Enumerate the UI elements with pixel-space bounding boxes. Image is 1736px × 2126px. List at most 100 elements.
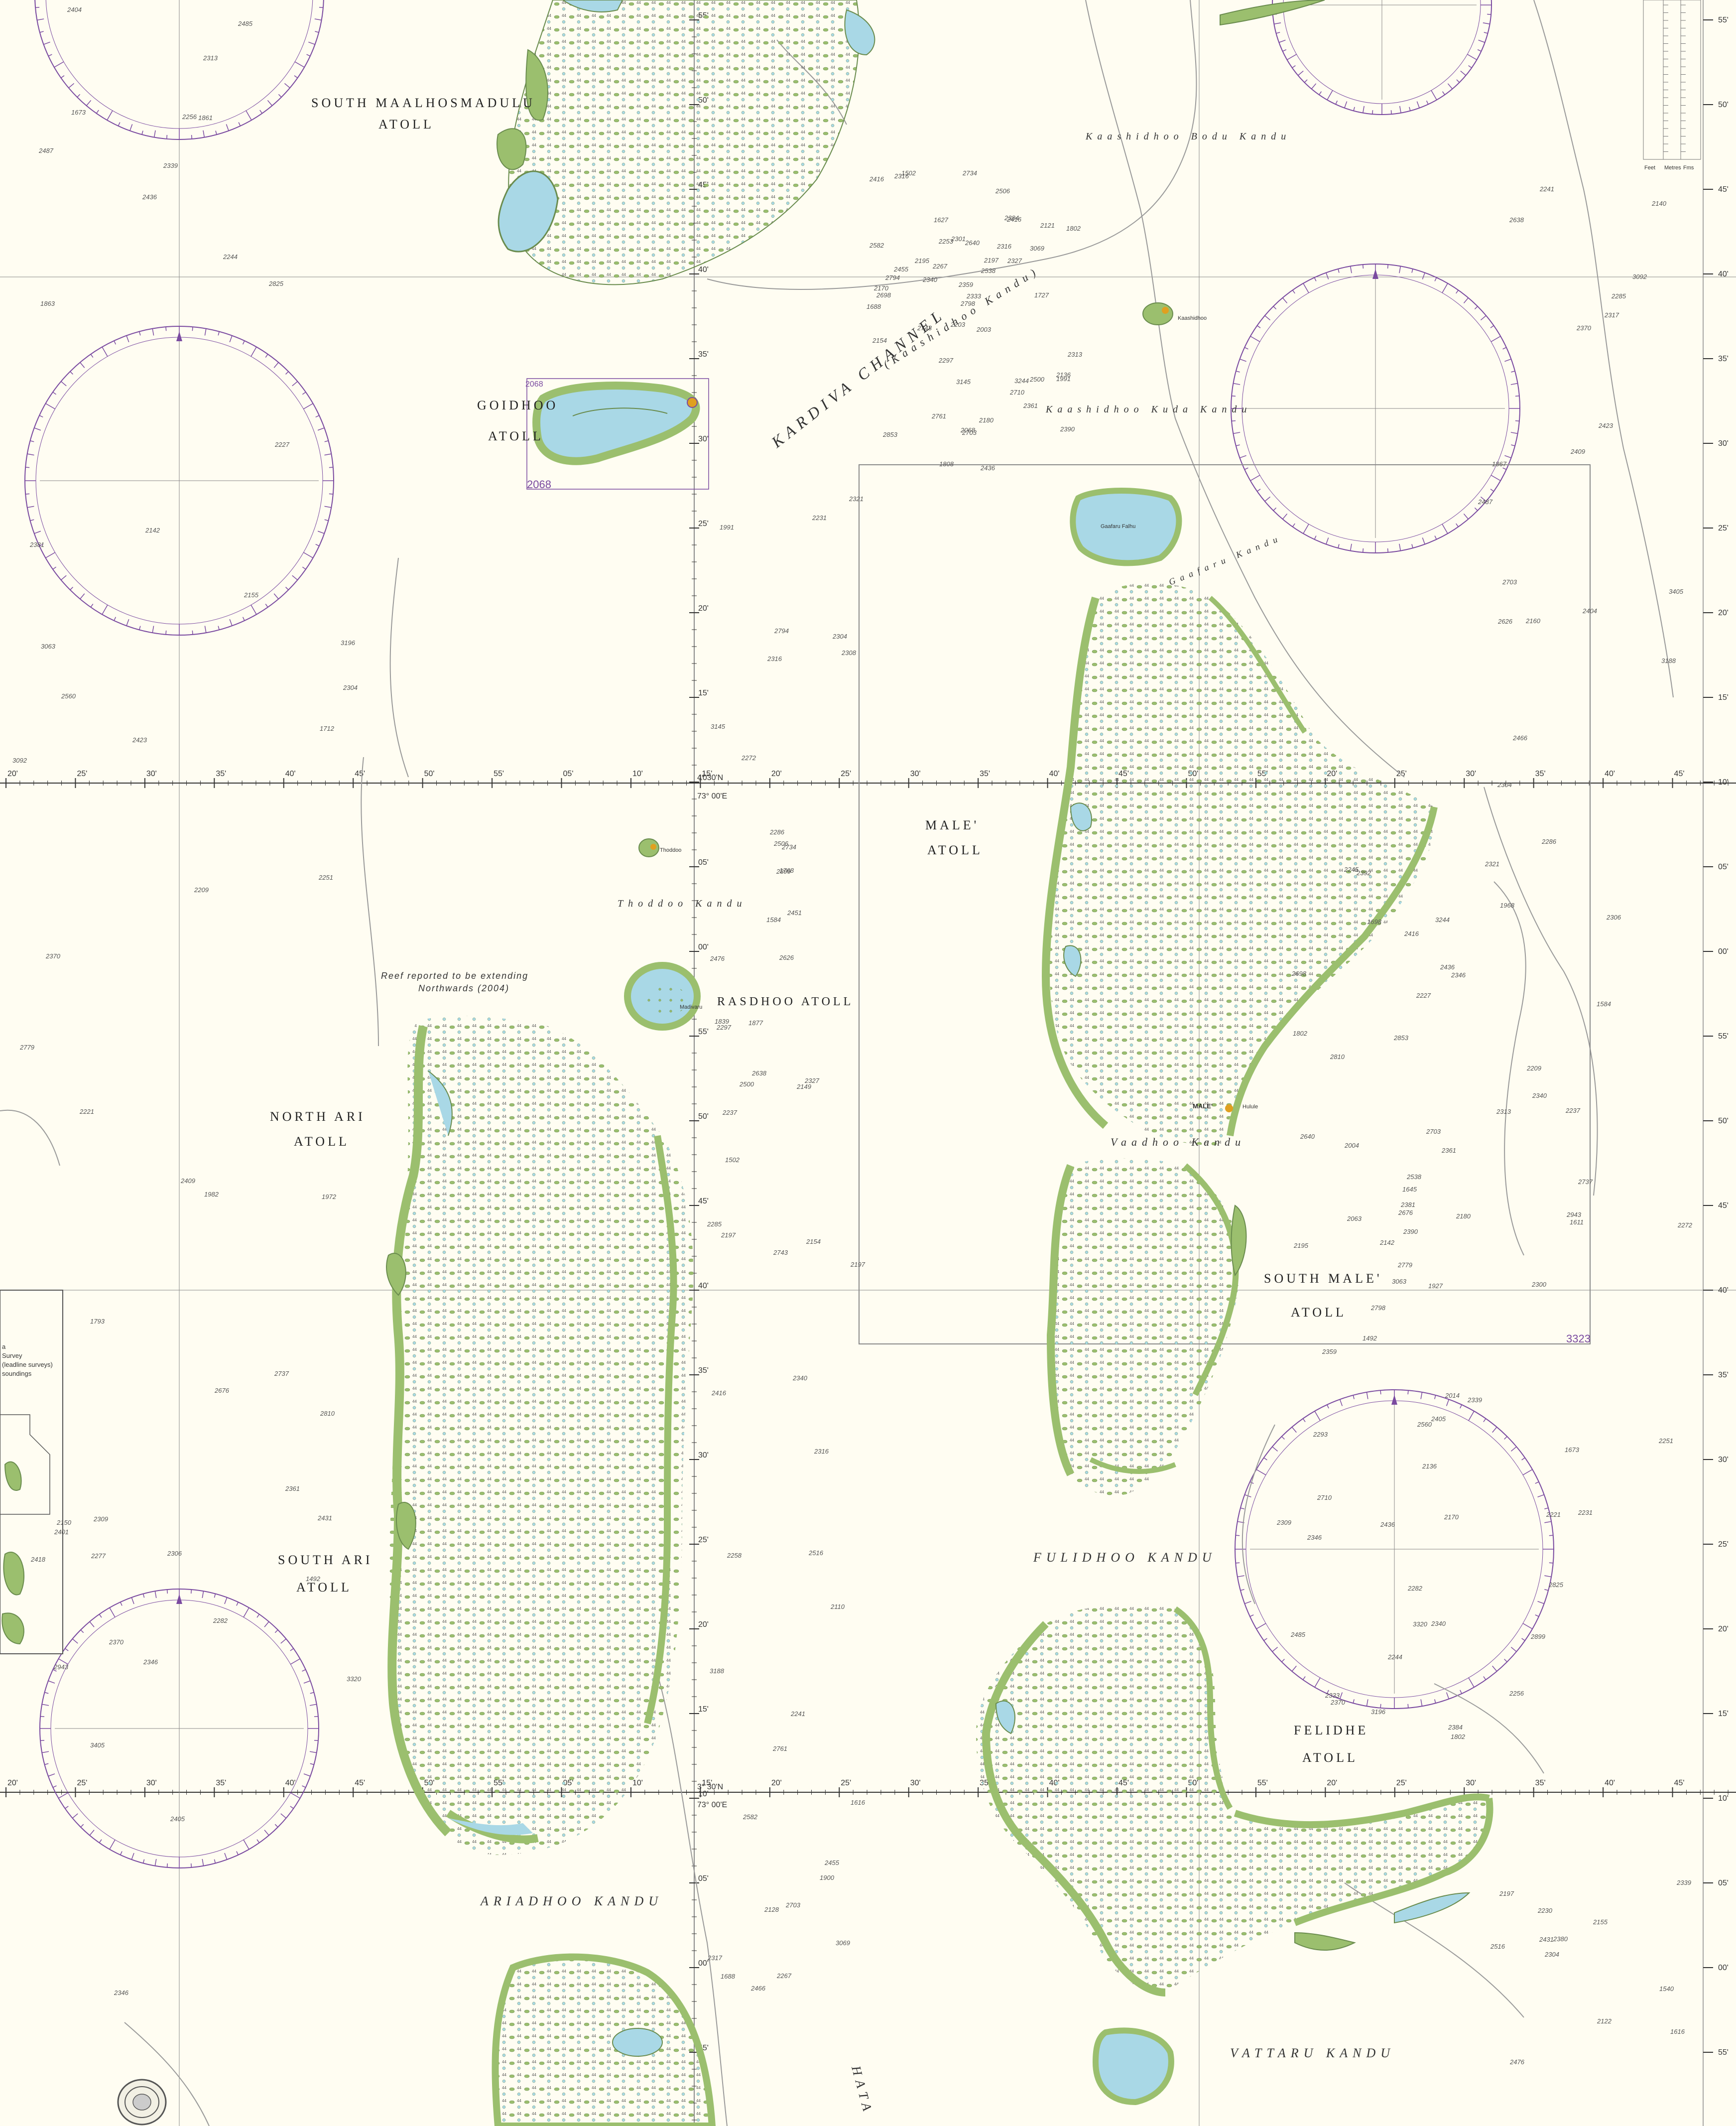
sounding: 2297 (716, 1024, 732, 1031)
sounding: 2197 (850, 1261, 866, 1268)
table-header-feet: Feet (1644, 165, 1655, 171)
sounding: 2195 (914, 257, 930, 265)
place-thoddoo: Thoddoo (660, 847, 681, 853)
sounding: 2500 (739, 1080, 754, 1088)
label-ariadhoo-kandu: ARIADHOO KANDU (480, 1894, 663, 1908)
sounding: 2309 (93, 1515, 108, 1523)
sounding: 2180 (979, 416, 994, 424)
south-atoll-bottom (492, 1953, 716, 2126)
sounding: 1802 (1293, 1030, 1308, 1037)
sounding: 2370 (109, 1638, 124, 1646)
sounding: 2853 (882, 431, 898, 438)
sounding: 2340 (1431, 1620, 1446, 1627)
sounding: 2405 (1431, 1415, 1446, 1423)
sounding: 2317 (707, 1954, 723, 1962)
sounding: 1839 (715, 1018, 729, 1025)
lat-tick-label-right: 00' (1718, 1964, 1729, 1972)
depth-contours (0, 0, 1674, 2126)
lat-tick-label: 00' (698, 1959, 709, 1968)
sounding: 1867 (1492, 460, 1507, 468)
sounding: 1877 (748, 1019, 763, 1027)
sounding: 2340 (922, 276, 938, 283)
sounding: 2197 (984, 257, 999, 264)
sounding: 2455 (893, 266, 909, 273)
sounding: 2155 (1593, 1918, 1608, 1926)
lon-tick-label: 25' (1396, 770, 1407, 778)
lon-tick-label: 40' (1605, 1779, 1615, 1787)
lon-tick-label: 35' (216, 1779, 226, 1787)
label-north-ari: NORTH ARI (270, 1109, 366, 1124)
label-rasdhoo: RASDHOO ATOLL (717, 995, 854, 1008)
lat-tick-label-right: 55' (1718, 2048, 1729, 2057)
label-73e-bottom: 73° 00'E (697, 1801, 727, 1809)
legend-survey: Survey (2, 1352, 22, 1359)
sounding: 2244 (1387, 1653, 1402, 1661)
sounding: 2267 (932, 263, 948, 270)
sounding: 2384 (1448, 1724, 1463, 1731)
sounding: 1972 (322, 1193, 337, 1200)
label-male: MALE' (925, 818, 979, 832)
lon-tick-label: 40' (285, 1779, 296, 1787)
sounding: 2638 (1509, 216, 1524, 224)
label-4-30n: 4° 30'N (697, 774, 723, 782)
sounding: 2761 (772, 1745, 787, 1752)
sounding: 3145 (956, 378, 971, 386)
legend-leadline: (leadline surveys) (2, 1361, 53, 1368)
lon-tick-label: 05' (563, 770, 574, 778)
sounding: 2825 (1548, 1581, 1564, 1589)
sounding: 1688 (721, 1973, 736, 1980)
sounding: 2582 (743, 1813, 758, 1821)
lon-tick-label: 15' (702, 1779, 712, 1787)
sounding: 1492 (306, 1575, 321, 1583)
sounding: 2476 (1509, 2058, 1525, 2066)
lon-tick-label: 25' (841, 770, 851, 778)
sounding: 1688 (867, 303, 881, 310)
lat-tick-label-right: 40' (1718, 1286, 1729, 1295)
lon-tick-label: 25' (77, 1779, 87, 1787)
place-gaafaru: Gaafaru Falhu (1101, 524, 1135, 530)
sounding: 2256 (182, 113, 197, 121)
sounding: 1673 (1565, 1446, 1580, 1454)
sounding: 2370 (1576, 324, 1592, 332)
note-reef-reported-1: Reef reported to be extending (381, 971, 528, 981)
vattaru-atoll (1092, 2027, 1174, 2106)
sounding: 1673 (71, 109, 86, 116)
lon-tick-label: 45' (355, 1779, 365, 1787)
label-vaadhoo-kandu: Vaadhoo Kandu (1111, 1136, 1245, 1148)
sounding: 2251 (1658, 1437, 1673, 1445)
sounding: 2306 (167, 1550, 182, 1557)
sounding: 2142 (145, 527, 160, 534)
sounding: 2390 (1060, 425, 1075, 433)
sounding: 2582 (869, 242, 884, 249)
sounding: 2014 (1445, 1392, 1460, 1399)
chart-notes: Reef reported to be extending Northwards… (381, 971, 528, 993)
goidhoo-atoll (532, 382, 700, 465)
atolls: a Survey (leadline surveys) soundings (0, 0, 1494, 2126)
sounding: 2339 (1676, 1879, 1691, 1886)
sounding: 2516 (808, 1549, 824, 1557)
lon-tick-label: 45' (355, 770, 365, 778)
sounding: 2304 (1497, 781, 1512, 789)
sounding: 2253 (938, 238, 954, 245)
sounding: 2676 (1398, 1209, 1413, 1216)
sounding: 2436 (1440, 963, 1455, 971)
sounding: 2346 (1451, 971, 1466, 979)
sounding: 2286 (769, 828, 785, 836)
sounding: 3405 (1669, 588, 1684, 595)
sounding: 2316 (767, 655, 782, 663)
lon-tick-label: 20' (771, 1779, 782, 1787)
lon-tick-label: 20' (1327, 1779, 1337, 1787)
sounding: 2703 (1426, 1128, 1441, 1135)
sounding: 2626 (1497, 618, 1513, 625)
sounding: 3405 (90, 1741, 105, 1749)
sounding: 1712 (320, 725, 335, 732)
sounding: 2810 (1330, 1053, 1345, 1061)
lat-tick-label-right: 45' (1718, 1201, 1729, 1210)
sounding: 2068 (960, 426, 976, 434)
sounding: 2359 (1322, 1348, 1337, 1355)
label-north-ari-atoll: ATOLL (294, 1134, 350, 1149)
sounding: 1540 (1659, 1985, 1674, 1993)
sounding: 2538 (1406, 1173, 1422, 1181)
lat-tick-label: 25' (698, 1536, 709, 1544)
sounding: 3196 (1371, 1708, 1386, 1716)
